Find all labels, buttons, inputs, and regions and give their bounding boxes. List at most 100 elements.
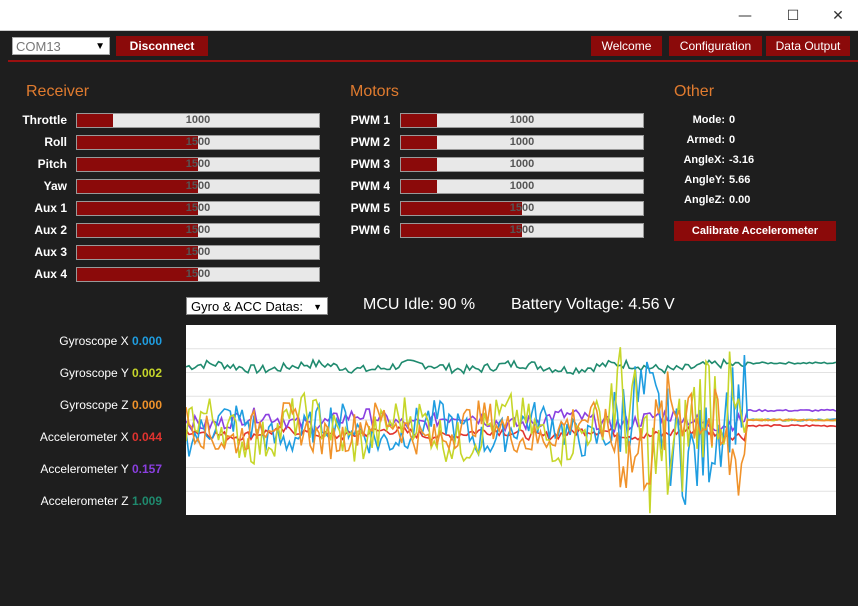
- sensor-label: Gyroscope Y: [59, 366, 129, 380]
- receiver-channel-label: Aux 1: [34, 201, 67, 215]
- receiver-channel-bar: 1500: [76, 245, 320, 260]
- sensor-value: 0.002: [131, 366, 162, 380]
- bar-fill: [401, 114, 438, 127]
- close-icon[interactable]: ✕: [832, 7, 844, 24]
- receiver-channel-bar: 1500: [76, 157, 320, 172]
- receiver-title: Receiver: [26, 83, 90, 100]
- window-titlebar: — ☐ ✕: [0, 0, 858, 31]
- motor-channel-value: 1000: [509, 114, 535, 126]
- calibrate-accelerometer-button[interactable]: Calibrate Accelerometer: [674, 221, 836, 241]
- bar-fill: [401, 180, 438, 193]
- receiver-channel-bar: 1500: [76, 267, 320, 282]
- receiver-channel-label: Aux 3: [34, 245, 67, 259]
- motors-title: Motors: [350, 83, 399, 100]
- motor-channel-bar: 1000: [400, 179, 644, 194]
- sensor-label: Accelerometer Z: [40, 494, 129, 508]
- motor-channel-value: 1500: [509, 202, 535, 214]
- motor-channel-bar: 1000: [400, 135, 644, 150]
- port-value: COM13: [16, 39, 61, 54]
- receiver-channel-bar: 1500: [76, 201, 320, 216]
- sensor-row: Gyroscope X 0.000: [2, 334, 162, 348]
- bar-fill: [77, 180, 198, 193]
- sensor-row: Gyroscope Y 0.002: [2, 366, 162, 380]
- motor-channel-bar: 1000: [400, 113, 644, 128]
- toolbar: COM13 ▼ Disconnect Welcome Configuration…: [8, 31, 858, 62]
- motor-channel-label: PWM 5: [350, 201, 390, 215]
- receiver-channel-bar: 1000: [76, 113, 320, 128]
- bar-fill: [401, 136, 438, 149]
- other-item-label: AngleX:: [683, 154, 725, 166]
- welcome-button[interactable]: Welcome: [591, 36, 662, 56]
- sensor-row: Accelerometer Y 0.157: [2, 462, 162, 476]
- sensor-label: Accelerometer Y: [40, 462, 129, 476]
- other-item-value: -3.16: [729, 154, 755, 166]
- bar-fill: [401, 202, 522, 215]
- sensor-label: Gyroscope X: [59, 334, 129, 348]
- bar-fill: [77, 114, 114, 127]
- bar-fill: [77, 202, 198, 215]
- receiver-channel-value: 1500: [185, 136, 211, 148]
- sensor-value: 0.000: [131, 334, 162, 348]
- minimize-icon[interactable]: —: [738, 7, 752, 24]
- chart-series-line: [186, 347, 836, 514]
- receiver-channel-label: Pitch: [37, 157, 67, 171]
- data-output-button[interactable]: Data Output: [766, 36, 850, 56]
- battery-voltage-text: Battery Voltage: 4.56 V: [511, 296, 675, 313]
- sensor-value: 1.009: [131, 494, 162, 508]
- bar-fill: [401, 224, 522, 237]
- motor-channel-bar: 1500: [400, 223, 644, 238]
- receiver-channel-label: Yaw: [43, 179, 67, 193]
- sensor-row: Accelerometer X 0.044: [2, 430, 162, 444]
- motor-channel-label: PWM 2: [350, 135, 390, 149]
- configuration-button[interactable]: Configuration: [669, 36, 762, 56]
- sensor-row: Gyroscope Z 0.000: [2, 398, 162, 412]
- sensor-value: 0.044: [131, 430, 162, 444]
- receiver-channel-label: Roll: [44, 135, 67, 149]
- sensor-value: 0.157: [131, 462, 162, 476]
- sensor-label: Gyroscope Z: [59, 398, 129, 412]
- sensor-value: 0.000: [131, 398, 162, 412]
- motor-channel-label: PWM 6: [350, 223, 390, 237]
- other-title: Other: [674, 83, 715, 100]
- sensor-chart: [186, 325, 836, 515]
- receiver-channel-label: Throttle: [22, 113, 67, 127]
- receiver-channel-bar: 1500: [76, 179, 320, 194]
- chevron-down-icon: ▼: [95, 41, 105, 52]
- data-mode-select[interactable]: Gyro & ACC Datas: ▼: [186, 297, 328, 315]
- other-item-value: 0: [729, 134, 736, 146]
- receiver-channel-label: Aux 4: [34, 267, 67, 281]
- motor-channel-label: PWM 1: [350, 113, 390, 127]
- motor-channel-value: 1500: [509, 224, 535, 236]
- sensor-label: Accelerometer X: [39, 430, 129, 444]
- receiver-channel-value: 1500: [185, 158, 211, 170]
- bar-fill: [77, 268, 198, 281]
- motor-channel-value: 1000: [509, 180, 535, 192]
- receiver-channel-value: 1500: [185, 180, 211, 192]
- chart-series-line: [186, 358, 836, 376]
- other-item-label: Mode:: [692, 114, 725, 126]
- motor-channel-value: 1000: [509, 136, 535, 148]
- bar-fill: [77, 158, 198, 171]
- receiver-channel-value: 1500: [185, 268, 211, 280]
- disconnect-button[interactable]: Disconnect: [116, 36, 208, 56]
- maximize-icon[interactable]: ☐: [786, 7, 800, 24]
- receiver-channel-bar: 1500: [76, 135, 320, 150]
- receiver-channel-value: 1000: [185, 114, 211, 126]
- receiver-channel-value: 1500: [185, 224, 211, 236]
- receiver-channel-value: 1500: [185, 202, 211, 214]
- bar-fill: [77, 224, 198, 237]
- receiver-channel-value: 1500: [185, 246, 211, 258]
- motor-channel-value: 1000: [509, 158, 535, 170]
- chevron-down-icon: ▼: [313, 302, 322, 312]
- chart-series-line: [186, 354, 836, 505]
- motor-channel-label: PWM 3: [350, 157, 390, 171]
- port-select[interactable]: COM13 ▼: [12, 37, 110, 55]
- motor-channel-label: PWM 4: [350, 179, 390, 193]
- other-item-label: AngleY:: [684, 174, 725, 186]
- receiver-channel-label: Aux 2: [34, 223, 67, 237]
- other-item-label: Armed:: [686, 134, 725, 146]
- other-item-value: 0.00: [729, 194, 751, 206]
- bar-fill: [77, 246, 198, 259]
- other-item-value: 0: [729, 114, 736, 126]
- chart-series-line: [186, 371, 836, 496]
